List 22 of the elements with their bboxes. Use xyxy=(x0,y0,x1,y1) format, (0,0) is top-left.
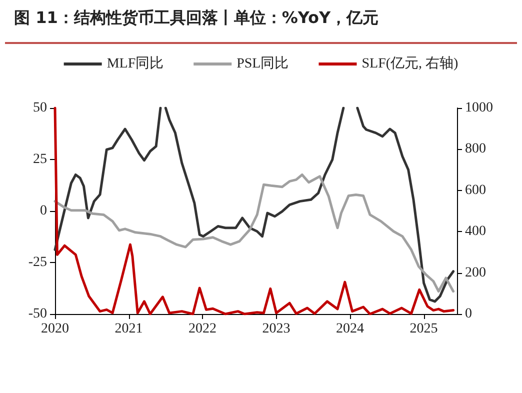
x-tick-label: 2023 xyxy=(262,322,290,336)
y-tick-label: 0 xyxy=(40,204,47,218)
chart-title: 图 11：结构性货币工具回落丨单位：%YoY，亿元 xyxy=(14,8,379,29)
legend-label: PSL同比 xyxy=(236,56,289,72)
x-tick-label: 2022 xyxy=(188,322,217,336)
y-tick-label: 25 xyxy=(33,152,47,167)
x-tick-label: 2021 xyxy=(114,322,143,336)
line-series xyxy=(54,173,455,293)
y2-tick-label: 400 xyxy=(465,224,486,240)
y2-tick-label: 1000 xyxy=(465,100,493,116)
y2-tick-label: 600 xyxy=(465,182,486,198)
y-tick-label: -50 xyxy=(28,306,47,322)
y-tick-label: -25 xyxy=(28,255,47,270)
legend-label: SLF(亿元, 右轴) xyxy=(362,56,459,72)
y2-tick-label: 200 xyxy=(465,265,486,280)
y-tick-label: 50 xyxy=(33,100,47,116)
x-tick-label: 2025 xyxy=(410,322,438,336)
x-tick-label: 2020 xyxy=(41,322,69,336)
x-tick-label: 2024 xyxy=(336,322,364,336)
legend-label: MLF同比 xyxy=(106,56,164,72)
y2-tick-label: 0 xyxy=(465,306,472,322)
y2-tick-label: 800 xyxy=(465,142,486,157)
